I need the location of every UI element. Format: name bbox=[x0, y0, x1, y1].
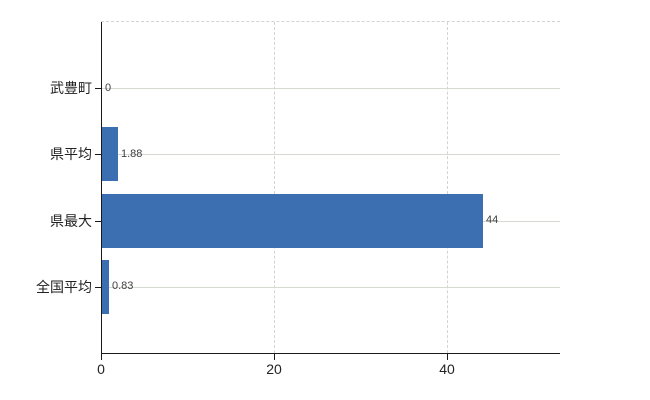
category-label: 県平均 bbox=[50, 146, 92, 162]
y-axis-tick bbox=[95, 221, 101, 222]
bar bbox=[102, 194, 483, 248]
horizontal-gridline bbox=[101, 154, 560, 155]
x-axis-tick bbox=[447, 353, 448, 360]
y-axis-tick bbox=[95, 88, 101, 89]
bar bbox=[102, 127, 118, 181]
category-label: 武豊町 bbox=[50, 80, 92, 96]
bar-value-label: 1.88 bbox=[121, 148, 143, 160]
x-tick-label: 20 bbox=[266, 361, 282, 377]
x-axis-tick bbox=[101, 353, 102, 360]
vertical-gridline bbox=[274, 22, 275, 353]
x-axis-line bbox=[101, 353, 560, 354]
x-tick-label: 40 bbox=[439, 361, 455, 377]
x-tick-label: 0 bbox=[97, 361, 105, 377]
x-axis-tick bbox=[274, 353, 275, 360]
category-label: 全国平均 bbox=[36, 279, 92, 295]
y-axis-tick bbox=[95, 154, 101, 155]
bar bbox=[102, 260, 109, 314]
y-axis-tick bbox=[95, 287, 101, 288]
horizontal-gridline bbox=[101, 287, 560, 288]
horizontal-gridline bbox=[101, 88, 560, 89]
bar-value-label: 0.83 bbox=[112, 280, 134, 292]
plot-top-border bbox=[101, 21, 560, 22]
bar-value-label: 0 bbox=[105, 82, 112, 94]
y-axis-line bbox=[101, 22, 102, 354]
category-label: 県最大 bbox=[50, 213, 92, 229]
vertical-gridline bbox=[447, 22, 448, 353]
bar-value-label: 44 bbox=[486, 214, 499, 226]
